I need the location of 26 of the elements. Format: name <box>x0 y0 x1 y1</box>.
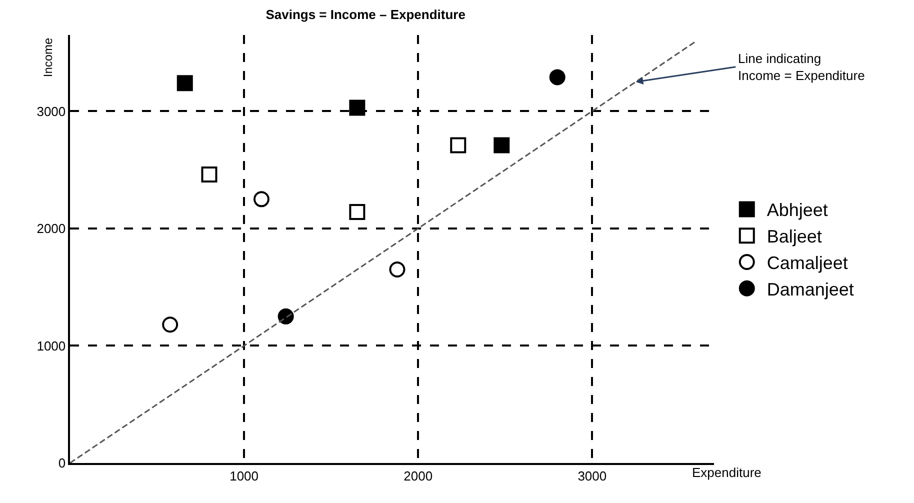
legend-label: Camaljeet <box>766 253 848 274</box>
point <box>253 191 270 208</box>
y-tick-label: 3000 <box>36 104 66 119</box>
point <box>278 308 294 324</box>
legend-label: Abhjeet <box>766 200 828 220</box>
point <box>201 166 218 183</box>
point <box>349 204 366 220</box>
y-axis-title: Income <box>41 37 56 78</box>
point <box>450 137 466 154</box>
legend-label: Baljeet <box>766 226 822 247</box>
point <box>176 75 193 92</box>
y-tick-label: 1000 <box>36 338 66 354</box>
annotation: Line indicating Income = Expenditure <box>738 51 865 83</box>
y-tick-label: 0 <box>58 456 66 471</box>
x-tick-label: 1000 <box>230 468 259 484</box>
x-axis-title: Expenditure <box>692 465 762 480</box>
point <box>389 262 406 278</box>
point <box>162 316 178 333</box>
y-tick-label: 2000 <box>36 221 66 236</box>
legend-label: Damanjeet <box>766 279 854 300</box>
x-tick-label: 3000 <box>578 468 607 484</box>
point <box>349 100 366 116</box>
point <box>549 69 566 86</box>
x-tick-label: 2000 <box>404 468 433 484</box>
point <box>494 137 510 154</box>
chart-title: Savings = Income – Expenditure <box>266 7 466 22</box>
